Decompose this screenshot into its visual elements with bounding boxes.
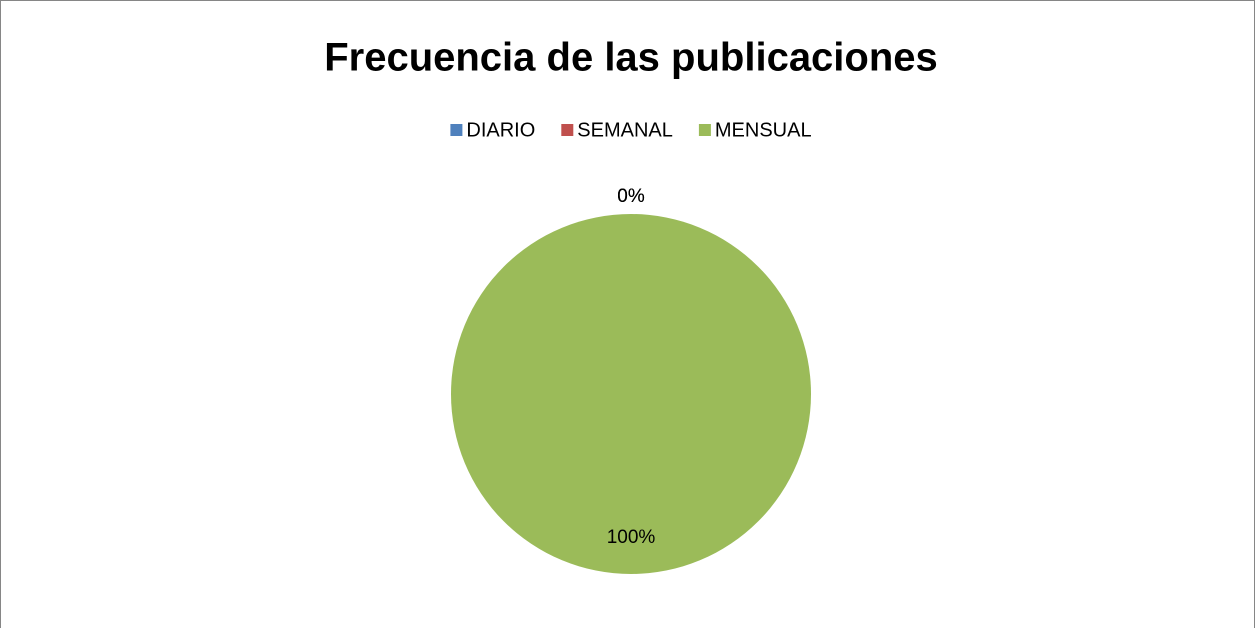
pie-slice <box>451 214 811 574</box>
legend-text: DIARIO <box>466 119 535 141</box>
data-label: 0% <box>617 186 645 207</box>
chart-title: Frecuencia de las publicaciones <box>324 36 938 80</box>
data-label: 0% <box>617 186 645 207</box>
legend-swatch <box>561 124 574 136</box>
legend-swatch <box>698 124 711 136</box>
legend-swatch <box>450 124 463 136</box>
legend-text: MENSUAL <box>715 119 812 141</box>
data-label: 100% <box>607 527 656 548</box>
legend-text: SEMANAL <box>577 119 673 141</box>
